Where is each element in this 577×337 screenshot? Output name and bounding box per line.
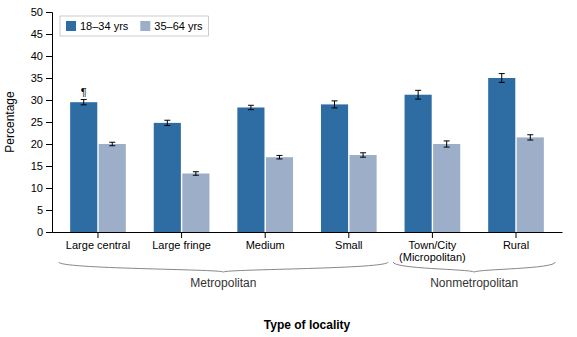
- error-bar: [248, 105, 254, 109]
- legend-frame: [60, 16, 209, 36]
- chart: 0 5 10 15 20 25 30 35 40 45 50 Large central Large f…: [0, 0, 577, 337]
- error-bar: [415, 90, 421, 99]
- error-bar: [527, 135, 533, 140]
- x-tick-label: Large fringe: [152, 239, 211, 251]
- group-brace: [393, 262, 555, 272]
- error-bar: [193, 172, 199, 176]
- x-tick: Large fringe: [152, 232, 211, 251]
- y-tick-mark: [46, 232, 52, 233]
- y-tick-mark: [46, 144, 52, 145]
- x-axis-title: Type of locality: [264, 318, 351, 332]
- y-tick: 45: [31, 28, 52, 40]
- bar: [182, 173, 209, 232]
- y-axis-line: [46, 13, 53, 233]
- legend-swatch: [66, 21, 76, 31]
- bar: [237, 107, 264, 232]
- y-axis: 0 5 10 15 20 25 30 35 40 45 50: [31, 6, 53, 238]
- y-tick-label: 20: [31, 138, 43, 150]
- legend-item: 35–64 yrs: [140, 20, 203, 32]
- x-axis-line: [53, 232, 563, 233]
- y-tick-label: 50: [31, 6, 43, 18]
- y-tick-mark: [46, 122, 52, 123]
- bar: [266, 157, 293, 232]
- annotation: ¶: [81, 86, 87, 98]
- y-tick-label: 0: [37, 226, 43, 238]
- y-tick-label: 30: [31, 94, 43, 106]
- y-tick-label: 10: [31, 182, 43, 194]
- x-tick-mark: [181, 232, 182, 238]
- y-tick: 50: [31, 6, 52, 18]
- y-tick-mark: [46, 210, 52, 211]
- x-tick-label: Rural: [503, 239, 529, 251]
- error-bar: [81, 100, 87, 105]
- y-tick: 25: [31, 116, 52, 128]
- bar: [488, 78, 515, 232]
- y-tick-label: 15: [31, 160, 43, 172]
- error-bar: [360, 153, 366, 157]
- bar: [517, 137, 544, 232]
- y-tick-mark: [46, 34, 52, 35]
- y-tick: 20: [31, 138, 52, 150]
- plot: 0 5 10 15 20 25 30 35 40 45 50 Large central Large f…: [31, 6, 563, 290]
- x-tick-mark: [348, 232, 349, 238]
- y-tick: 35: [31, 72, 52, 84]
- y-tick: 10: [31, 182, 52, 194]
- x-tick-label: Small: [335, 239, 363, 251]
- y-axis-title: Percentage: [3, 91, 17, 153]
- y-tick-label: 5: [37, 204, 43, 216]
- x-axis: Large central Large fringe Medium Small Town…: [53, 232, 563, 263]
- y-tick-label: 25: [31, 116, 43, 128]
- y-tick-mark: [46, 100, 52, 101]
- x-tick-label: Town/City(Micropolitan): [399, 239, 466, 264]
- error-bar: [444, 141, 450, 147]
- x-tick: Town/City(Micropolitan): [399, 232, 466, 263]
- bar: [433, 144, 460, 232]
- series: [70, 74, 515, 232]
- bar: [154, 123, 181, 232]
- error-bar: [276, 155, 282, 159]
- error-bar: [109, 142, 115, 146]
- series: [99, 135, 544, 232]
- y-tick-mark: [46, 56, 52, 57]
- bar: [350, 155, 377, 232]
- error-bar: [499, 74, 505, 83]
- y-tick: 0: [37, 226, 52, 238]
- x-tick-mark: [516, 232, 517, 238]
- x-tick-mark: [432, 232, 433, 238]
- legend-swatch: [140, 21, 150, 31]
- y-tick: 15: [31, 160, 52, 172]
- y-tick-mark: [46, 78, 52, 79]
- bar: [70, 102, 97, 232]
- group-label: Metropolitan: [190, 276, 256, 290]
- y-tick-mark: [46, 12, 52, 13]
- legend: 18–34 yrs 35–64 yrs: [60, 16, 209, 36]
- x-tick-mark: [97, 232, 98, 238]
- x-tick: Small: [335, 232, 363, 251]
- legend-item: 18–34 yrs: [66, 20, 129, 32]
- y-tick: 5: [37, 204, 52, 216]
- legend-label: 35–64 yrs: [154, 20, 203, 32]
- y-tick-mark: [46, 188, 52, 189]
- bar: [99, 144, 126, 232]
- error-bar: [164, 120, 170, 125]
- error-bar: [332, 101, 338, 108]
- x-tick: Rural: [503, 232, 529, 251]
- y-tick-label: 40: [31, 50, 43, 62]
- y-tick: 30: [31, 94, 52, 106]
- group-label: Nonmetropolitan: [430, 276, 518, 290]
- x-tick-label: Medium: [246, 239, 285, 251]
- x-tick-mark: [265, 232, 266, 238]
- bar: [405, 95, 432, 232]
- x-tick: Large central: [66, 232, 130, 251]
- y-tick-mark: [46, 166, 52, 167]
- y-tick-label: 45: [31, 28, 43, 40]
- x-tick-label: Large central: [66, 239, 130, 251]
- group-brace: [59, 262, 388, 272]
- x-tick: Medium: [246, 232, 285, 251]
- y-tick-label: 35: [31, 72, 43, 84]
- legend-label: 18–34 yrs: [80, 20, 129, 32]
- bar: [321, 104, 348, 232]
- marks: [70, 74, 544, 232]
- y-tick: 40: [31, 50, 52, 62]
